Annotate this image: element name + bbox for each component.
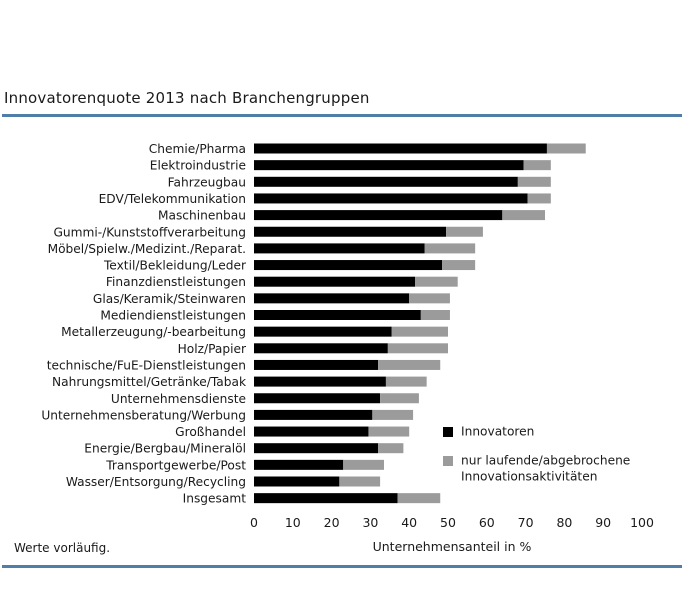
bar-innovatoren — [254, 293, 410, 304]
bar-laufende-aktivitaeten — [387, 343, 448, 354]
category-label: Unternehmensdienste — [111, 392, 246, 406]
bar-innovatoren — [254, 326, 392, 337]
bar-innovatoren — [254, 310, 421, 320]
bar-innovatoren — [254, 443, 379, 454]
bar-laufende-aktivitaeten — [385, 376, 427, 387]
bar-chart: Chemie/Pharma Elektroindustrie Fahrzeugbau… — [41, 142, 654, 554]
legend-swatch-innovatoren — [443, 427, 453, 437]
x-tick-label: 90 — [595, 515, 611, 530]
bar-innovatoren — [254, 260, 443, 271]
bar-laufende-aktivitaeten — [446, 226, 483, 237]
category-label: Möbel/Spielw./Medizint./Reparat. — [48, 242, 246, 256]
category-label: Holz/Papier — [178, 342, 247, 356]
legend-label: nur laufende/abgebrochene — [461, 454, 630, 468]
top-rule — [2, 114, 682, 117]
bar-innovatoren — [254, 276, 416, 287]
bar-laufende-aktivitaeten — [424, 243, 476, 254]
category-label: Textil/Bekleidung/Leder — [103, 259, 247, 273]
category-label: Großhandel — [175, 425, 246, 439]
bar-innovatoren — [254, 343, 388, 354]
legend-label: Innovationsaktivitäten — [461, 470, 597, 484]
bar-laufende-aktivitaeten — [527, 193, 551, 204]
x-tick-label: 10 — [285, 515, 301, 530]
bar-laufende-aktivitaeten — [391, 326, 448, 337]
x-tick-label: 40 — [401, 515, 417, 530]
category-label: Energie/Bergbau/Mineralöl — [84, 442, 246, 456]
x-tick-label: 60 — [479, 515, 495, 530]
bar-innovatoren — [254, 160, 524, 171]
category-label: Maschinenbau — [158, 209, 246, 223]
bar-laufende-aktivitaeten — [368, 426, 410, 437]
x-tick-label: 100 — [630, 515, 654, 530]
bar-innovatoren — [254, 226, 447, 237]
category-label: Insgesamt — [183, 492, 247, 506]
bar-laufende-aktivitaeten — [378, 443, 404, 454]
bar-innovatoren — [254, 210, 503, 221]
bar-laufende-aktivitaeten — [339, 476, 381, 487]
legend-swatch-laufende — [443, 456, 453, 466]
category-label: Metallerzeugung/-bearbeitung — [61, 325, 246, 339]
x-tick-label: 0 — [250, 515, 258, 530]
category-label: Wasser/Entsorgung/Recycling — [66, 475, 246, 489]
x-tick-label: 70 — [518, 515, 534, 530]
bar-innovatoren — [254, 176, 518, 187]
category-label: Mediendienstleistungen — [100, 309, 246, 323]
category-label: technische/FuE-Dienstleistungen — [47, 358, 246, 372]
bar-innovatoren — [254, 493, 398, 504]
bar-innovatoren — [254, 426, 369, 437]
category-label: Unternehmensberatung/Werbung — [41, 408, 246, 422]
bar-laufende-aktivitaeten — [372, 409, 414, 420]
chart-title: Innovatorenquote 2013 nach Branchengrupp… — [4, 89, 370, 107]
category-label: Transportgewerbe/Post — [105, 458, 246, 472]
category-label: Elektroindustrie — [150, 159, 246, 173]
category-label: EDV/Telekommunikation — [99, 192, 246, 206]
category-label: Glas/Keramik/Steinwaren — [93, 292, 246, 306]
x-tick-label: 20 — [324, 515, 340, 530]
legend-label: Innovatoren — [461, 425, 534, 439]
bar-laufende-aktivitaeten — [502, 210, 545, 221]
category-label: Fahrzeugbau — [168, 175, 246, 189]
bar-laufende-aktivitaeten — [442, 260, 476, 271]
footnote: Werte vorläufig. — [14, 541, 111, 555]
bar-innovatoren — [254, 143, 547, 154]
x-tick-label: 30 — [362, 515, 378, 530]
category-label: Gummi-/Kunststoffverarbeitung — [53, 225, 246, 239]
bar-laufende-aktivitaeten — [343, 459, 384, 470]
bar-laufende-aktivitaeten — [546, 143, 586, 154]
bar-innovatoren — [254, 243, 425, 254]
bar-laufende-aktivitaeten — [409, 293, 450, 304]
bar-innovatoren — [254, 193, 528, 204]
bar-innovatoren — [254, 476, 340, 487]
bar-laufende-aktivitaeten — [523, 160, 551, 171]
bottom-rule — [2, 565, 682, 568]
bar-innovatoren — [254, 359, 379, 370]
bar-laufende-aktivitaeten — [397, 493, 441, 504]
bar-innovatoren — [254, 393, 381, 404]
bar-laufende-aktivitaeten — [378, 359, 441, 370]
x-tick-label: 80 — [556, 515, 572, 530]
x-axis-label: Unternehmensanteil in % — [373, 539, 532, 554]
bar-laufende-aktivitaeten — [420, 310, 450, 320]
bar-innovatoren — [254, 459, 344, 470]
x-tick-label: 50 — [440, 515, 456, 530]
bar-innovatoren — [254, 409, 373, 420]
bar-innovatoren — [254, 376, 386, 387]
category-label: Chemie/Pharma — [149, 142, 246, 156]
bar-laufende-aktivitaeten — [517, 176, 551, 187]
category-label: Finanzdienstleistungen — [106, 275, 246, 289]
bar-laufende-aktivitaeten — [415, 276, 458, 287]
bar-laufende-aktivitaeten — [380, 393, 419, 404]
category-label: Nahrungsmittel/Getränke/Tabak — [52, 375, 247, 389]
